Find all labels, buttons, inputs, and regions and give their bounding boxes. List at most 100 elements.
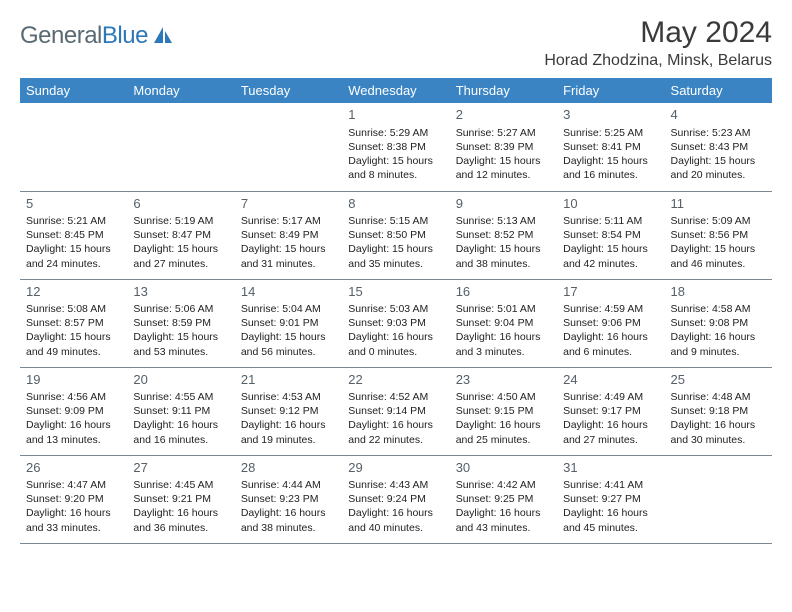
sunset-line: Sunset: 8:49 PM [241,228,336,242]
daylight-line: Daylight: 16 hours and 3 minutes. [456,330,551,358]
calendar-day-cell: 30Sunrise: 4:42 AMSunset: 9:25 PMDayligh… [450,455,557,543]
calendar-day-cell: 28Sunrise: 4:44 AMSunset: 9:23 PMDayligh… [235,455,342,543]
calendar-day-cell: 10Sunrise: 5:11 AMSunset: 8:54 PMDayligh… [557,191,664,279]
daylight-line: Daylight: 15 hours and 56 minutes. [241,330,336,358]
sunset-line: Sunset: 8:57 PM [26,316,121,330]
day-number: 12 [26,283,121,301]
calendar-day-cell [235,103,342,191]
calendar-day-cell: 25Sunrise: 4:48 AMSunset: 9:18 PMDayligh… [665,367,772,455]
calendar-day-cell: 26Sunrise: 4:47 AMSunset: 9:20 PMDayligh… [20,455,127,543]
calendar-day-cell: 13Sunrise: 5:06 AMSunset: 8:59 PMDayligh… [127,279,234,367]
logo-text-blue: Blue [102,22,148,50]
calendar-week-row: 26Sunrise: 4:47 AMSunset: 9:20 PMDayligh… [20,455,772,543]
sunrise-line: Sunrise: 5:29 AM [348,126,443,140]
daylight-line: Daylight: 16 hours and 43 minutes. [456,506,551,534]
sunrise-line: Sunrise: 4:42 AM [456,478,551,492]
day-number: 21 [241,371,336,389]
sunrise-line: Sunrise: 4:48 AM [671,390,766,404]
daylight-line: Daylight: 15 hours and 38 minutes. [456,242,551,270]
day-number: 30 [456,459,551,477]
calendar-day-cell: 27Sunrise: 4:45 AMSunset: 9:21 PMDayligh… [127,455,234,543]
sunrise-line: Sunrise: 5:01 AM [456,302,551,316]
calendar-day-cell: 24Sunrise: 4:49 AMSunset: 9:17 PMDayligh… [557,367,664,455]
day-number: 19 [26,371,121,389]
day-number: 13 [133,283,228,301]
day-number: 26 [26,459,121,477]
sunset-line: Sunset: 8:52 PM [456,228,551,242]
sunset-line: Sunset: 9:11 PM [133,404,228,418]
daylight-line: Daylight: 16 hours and 36 minutes. [133,506,228,534]
sunset-line: Sunset: 9:09 PM [26,404,121,418]
day-number: 14 [241,283,336,301]
sunset-line: Sunset: 8:50 PM [348,228,443,242]
sunrise-line: Sunrise: 5:13 AM [456,214,551,228]
sunrise-line: Sunrise: 4:52 AM [348,390,443,404]
sunrise-line: Sunrise: 4:45 AM [133,478,228,492]
daylight-line: Daylight: 16 hours and 13 minutes. [26,418,121,446]
sunset-line: Sunset: 9:17 PM [563,404,658,418]
calendar-day-cell: 7Sunrise: 5:17 AMSunset: 8:49 PMDaylight… [235,191,342,279]
day-number: 9 [456,195,551,213]
sunrise-line: Sunrise: 5:19 AM [133,214,228,228]
calendar-day-cell [127,103,234,191]
daylight-line: Daylight: 16 hours and 25 minutes. [456,418,551,446]
daylight-line: Daylight: 16 hours and 9 minutes. [671,330,766,358]
daylight-line: Daylight: 15 hours and 31 minutes. [241,242,336,270]
daylight-line: Daylight: 15 hours and 8 minutes. [348,154,443,182]
daylight-line: Daylight: 15 hours and 46 minutes. [671,242,766,270]
calendar-week-row: 1Sunrise: 5:29 AMSunset: 8:38 PMDaylight… [20,103,772,191]
sunset-line: Sunset: 8:59 PM [133,316,228,330]
calendar-day-cell: 3Sunrise: 5:25 AMSunset: 8:41 PMDaylight… [557,103,664,191]
calendar-day-cell: 31Sunrise: 4:41 AMSunset: 9:27 PMDayligh… [557,455,664,543]
logo-text-general: General [20,22,102,50]
sunrise-line: Sunrise: 4:59 AM [563,302,658,316]
sunrise-line: Sunrise: 5:23 AM [671,126,766,140]
calendar-day-cell: 23Sunrise: 4:50 AMSunset: 9:15 PMDayligh… [450,367,557,455]
calendar-day-cell: 18Sunrise: 4:58 AMSunset: 9:08 PMDayligh… [665,279,772,367]
calendar-day-cell: 6Sunrise: 5:19 AMSunset: 8:47 PMDaylight… [127,191,234,279]
day-number: 22 [348,371,443,389]
calendar-week-row: 12Sunrise: 5:08 AMSunset: 8:57 PMDayligh… [20,279,772,367]
sunset-line: Sunset: 8:54 PM [563,228,658,242]
daylight-line: Daylight: 16 hours and 27 minutes. [563,418,658,446]
calendar-day-cell: 29Sunrise: 4:43 AMSunset: 9:24 PMDayligh… [342,455,449,543]
daylight-line: Daylight: 15 hours and 53 minutes. [133,330,228,358]
day-number: 20 [133,371,228,389]
calendar-day-cell: 2Sunrise: 5:27 AMSunset: 8:39 PMDaylight… [450,103,557,191]
weekday-saturday: Saturday [665,78,772,103]
day-number: 18 [671,283,766,301]
weekday-thursday: Thursday [450,78,557,103]
sunrise-line: Sunrise: 4:50 AM [456,390,551,404]
day-number: 31 [563,459,658,477]
sunrise-line: Sunrise: 5:11 AM [563,214,658,228]
sunrise-line: Sunrise: 5:03 AM [348,302,443,316]
calendar-day-cell: 1Sunrise: 5:29 AMSunset: 8:38 PMDaylight… [342,103,449,191]
day-number: 5 [26,195,121,213]
daylight-line: Daylight: 15 hours and 35 minutes. [348,242,443,270]
sunset-line: Sunset: 9:20 PM [26,492,121,506]
sunrise-line: Sunrise: 4:56 AM [26,390,121,404]
daylight-line: Daylight: 15 hours and 49 minutes. [26,330,121,358]
daylight-line: Daylight: 16 hours and 19 minutes. [241,418,336,446]
sunrise-line: Sunrise: 4:58 AM [671,302,766,316]
day-number: 10 [563,195,658,213]
calendar-day-cell: 11Sunrise: 5:09 AMSunset: 8:56 PMDayligh… [665,191,772,279]
calendar-table: Sunday Monday Tuesday Wednesday Thursday… [20,78,772,544]
day-number: 16 [456,283,551,301]
daylight-line: Daylight: 16 hours and 33 minutes. [26,506,121,534]
sunrise-line: Sunrise: 4:43 AM [348,478,443,492]
day-number: 7 [241,195,336,213]
sunset-line: Sunset: 9:08 PM [671,316,766,330]
day-number: 4 [671,106,766,124]
day-number: 8 [348,195,443,213]
calendar-day-cell: 19Sunrise: 4:56 AMSunset: 9:09 PMDayligh… [20,367,127,455]
logo-sail-icon [152,25,174,50]
calendar-day-cell: 17Sunrise: 4:59 AMSunset: 9:06 PMDayligh… [557,279,664,367]
calendar-week-row: 19Sunrise: 4:56 AMSunset: 9:09 PMDayligh… [20,367,772,455]
sunrise-line: Sunrise: 4:49 AM [563,390,658,404]
day-number: 2 [456,106,551,124]
sunrise-line: Sunrise: 5:09 AM [671,214,766,228]
calendar-day-cell: 22Sunrise: 4:52 AMSunset: 9:14 PMDayligh… [342,367,449,455]
day-number: 1 [348,106,443,124]
logo: General Blue [20,16,174,50]
